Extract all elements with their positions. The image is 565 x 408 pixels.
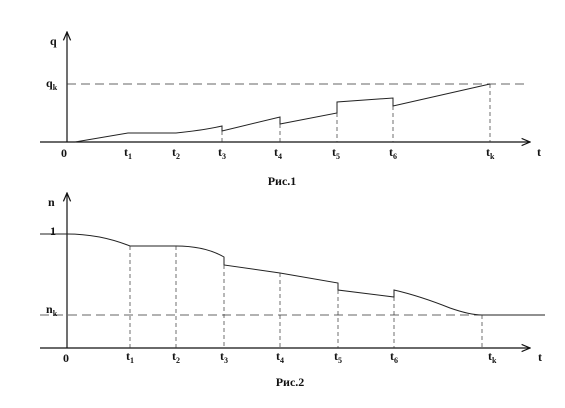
- label-subscript: 1: [130, 356, 134, 365]
- label-base: t: [126, 349, 130, 363]
- drop-lines: [129, 246, 483, 348]
- label-base: t: [389, 145, 393, 159]
- tick-label: t2: [172, 145, 180, 161]
- label-base: t: [390, 349, 394, 363]
- tick-labels: t1 t2 t3 t4 t5 t6 tk: [124, 145, 495, 161]
- figure-2: n 1 t 0 nk t1 t2 t3 t4 t5 t6 tk Рис.2: [40, 193, 545, 389]
- label-subscript: 6: [393, 152, 397, 161]
- tick-label: t5: [332, 145, 340, 161]
- label-base: t: [172, 349, 176, 363]
- label-base: q: [46, 76, 53, 90]
- label-base: t: [488, 349, 492, 363]
- label-base: t: [218, 145, 222, 159]
- label-base: t: [220, 349, 224, 363]
- curve: [74, 83, 491, 143]
- label-subscript: 1: [128, 152, 132, 161]
- label-subscript: k: [492, 356, 497, 365]
- label-subscript: 6: [394, 356, 398, 365]
- tick-label: t4: [274, 145, 282, 161]
- label-subscript: k: [53, 83, 58, 92]
- label-subscript: k: [490, 152, 495, 161]
- tick-label: t1: [126, 349, 134, 365]
- one-label: 1: [50, 224, 56, 238]
- label-subscript: 3: [224, 356, 228, 365]
- tick-label: t6: [390, 349, 398, 365]
- label-subscript: 3: [222, 152, 226, 161]
- origin-label: 0: [61, 146, 67, 160]
- label-base: t: [274, 145, 278, 159]
- level-label: nk: [46, 302, 58, 318]
- label-subscript: 5: [336, 152, 340, 161]
- y-label: n: [48, 195, 55, 209]
- tick-label: t3: [218, 145, 226, 161]
- level-label: qk: [46, 76, 58, 92]
- label-subscript: k: [53, 309, 58, 318]
- tick-label: tk: [488, 349, 497, 365]
- label-base: n: [46, 302, 53, 316]
- label-subscript: 4: [278, 152, 282, 161]
- label-base: t: [172, 145, 176, 159]
- caption: Рис.2: [276, 375, 305, 389]
- label-base: t: [486, 145, 490, 159]
- label-base: t: [276, 349, 280, 363]
- tick-label: t1: [124, 145, 132, 161]
- label-base: t: [124, 145, 128, 159]
- y-label: q: [50, 34, 57, 48]
- label-subscript: 4: [280, 356, 284, 365]
- tick-label: tk: [486, 145, 495, 161]
- x-label: t: [537, 145, 541, 159]
- tick-label: t2: [172, 349, 180, 365]
- tick-label: t5: [334, 349, 342, 365]
- tick-labels: t1 t2 t3 t4 t5 t6 tk: [126, 349, 497, 365]
- tick-label: t6: [389, 145, 397, 161]
- tick-label: t3: [220, 349, 228, 365]
- x-label: t: [538, 350, 542, 364]
- origin-label: 0: [63, 351, 69, 365]
- figure-1: q t 0 qk t1 t2 t3 t4 t5 t6 tk Рис.1: [40, 32, 541, 188]
- label-base: t: [334, 349, 338, 363]
- caption: Рис.1: [268, 174, 297, 188]
- drop-lines: [221, 84, 491, 142]
- label-subscript: 5: [338, 356, 342, 365]
- curve: [40, 233, 545, 316]
- tick-label: t4: [276, 349, 284, 365]
- label-subscript: 2: [176, 152, 180, 161]
- label-subscript: 2: [176, 356, 180, 365]
- label-base: t: [332, 145, 336, 159]
